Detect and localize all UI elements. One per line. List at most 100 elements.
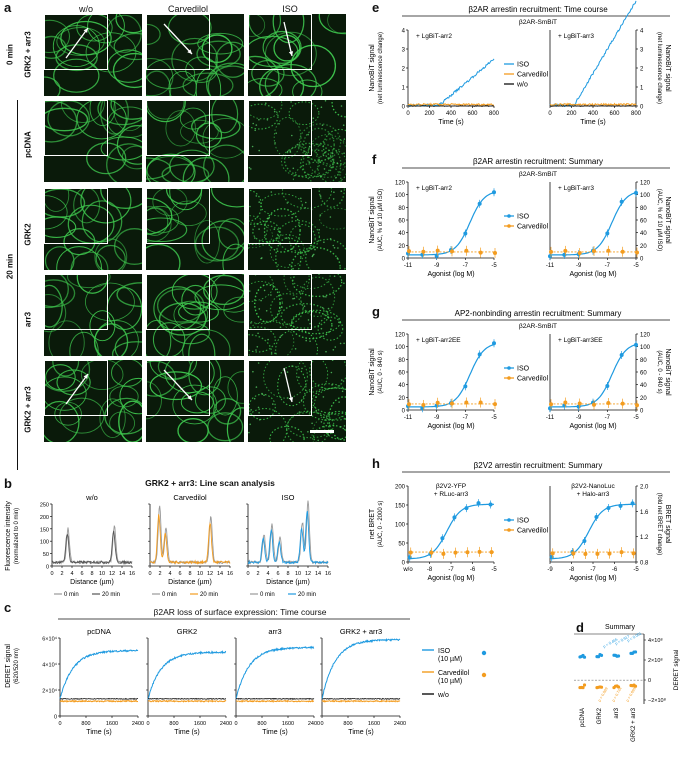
arrow-head xyxy=(288,51,294,56)
cell-membrane xyxy=(302,383,346,421)
svg-e-ylabel: NanoBiT signal xyxy=(369,44,376,92)
x-tick-label: 1600 xyxy=(368,721,380,727)
svg-h-subplot-title-2: + Halo-arr3 xyxy=(577,491,610,498)
y-tick-label: 100 xyxy=(640,193,651,199)
b-subplot-title: Carvedilol xyxy=(173,493,207,502)
cell-membrane xyxy=(226,407,244,442)
vesicle-dot xyxy=(331,360,334,361)
vesicle-dot xyxy=(273,110,276,113)
cell-membrane xyxy=(52,25,100,68)
x-tick-label: -5 xyxy=(633,567,639,573)
svg-h-subplot-title: β2V2-NanoLuc xyxy=(571,483,615,490)
cell-membrane xyxy=(73,188,101,224)
d-category-label: pcDNA xyxy=(580,708,586,727)
cell-membrane xyxy=(207,412,244,442)
svg-g-point-carv xyxy=(620,401,625,406)
svg-f-legend-label: ISO xyxy=(517,214,530,221)
cell-membrane xyxy=(146,205,180,234)
cell-membrane xyxy=(248,55,280,96)
x-tick-label: 800 xyxy=(257,721,266,727)
line-scan-arrow xyxy=(283,21,294,57)
vesicle-dot xyxy=(340,190,343,192)
y-tick-label: 60 xyxy=(398,219,405,225)
cell-membrane xyxy=(85,282,135,321)
vesicle-dot xyxy=(280,334,283,337)
vesicle-dot xyxy=(332,244,335,247)
cell-membrane xyxy=(44,188,70,212)
d-iso-point xyxy=(616,654,621,658)
vesicle-dot xyxy=(318,229,320,231)
cell-membrane xyxy=(290,44,337,88)
cell-membrane xyxy=(146,381,162,420)
svg-h-point-iso xyxy=(606,505,611,510)
zoom-inset-frame xyxy=(146,188,210,244)
cell-membrane xyxy=(311,413,346,442)
cell-membrane xyxy=(269,234,305,268)
cell-membrane xyxy=(302,127,335,162)
col-title-carvedilol: Carvedilol xyxy=(167,4,209,14)
cell-membrane xyxy=(44,216,77,238)
y-tick-label: 1 xyxy=(402,86,406,92)
d-carvedilol-point xyxy=(582,683,587,687)
zoom-inset-frame xyxy=(44,360,108,416)
y-tick-label: 120 xyxy=(395,333,406,339)
x-tick-label: 12 xyxy=(207,571,213,577)
cell-membrane xyxy=(66,274,111,289)
svg-g-title: AP2-nonbinding arrestin recruitment: Sum… xyxy=(455,309,622,318)
c-xlabel: Time (s) xyxy=(86,729,111,736)
vesicle-dot xyxy=(309,340,311,342)
svg-f-point-carv xyxy=(592,248,596,253)
b-legend-1: 20 min xyxy=(298,592,316,598)
c-trace-wo xyxy=(321,697,401,700)
vesicle-dot xyxy=(325,296,327,298)
cell-membrane xyxy=(207,65,244,96)
x-tick-label: 10 xyxy=(197,571,203,577)
y-tick-label: 0 xyxy=(640,409,644,415)
zoom-inset-frame xyxy=(146,14,210,70)
vesicle-dot xyxy=(272,403,274,405)
svg-f-point-carv xyxy=(478,250,483,255)
cell-membrane xyxy=(227,371,244,404)
vesicle-dot xyxy=(253,397,256,400)
vesicle-dot xyxy=(327,307,330,310)
cell-membrane xyxy=(194,386,226,414)
x-tick-label: 800 xyxy=(169,721,178,727)
cell-membrane xyxy=(89,100,116,127)
vesicle-dot xyxy=(303,150,305,152)
c-legend-name: Carvedilol xyxy=(438,670,470,677)
vesicle-dot xyxy=(255,349,257,351)
x-tick-label: 2 xyxy=(60,571,63,577)
zoom-inset-frame xyxy=(248,14,312,70)
y-tick-label: 40 xyxy=(640,383,647,389)
cell-membrane xyxy=(109,385,139,408)
vesicle-dot xyxy=(274,142,276,144)
svg-f-point-iso xyxy=(605,231,610,236)
cell-membrane xyxy=(197,32,244,55)
x-tick-label: 6 xyxy=(276,571,279,577)
y-tick-label: 40 xyxy=(398,231,405,237)
x-tick-label: -5 xyxy=(491,567,497,573)
svg-f-xlabel: Agonist (log M) xyxy=(427,271,474,278)
cell-membrane xyxy=(146,58,196,89)
vesicle-dot xyxy=(343,152,345,154)
vesicle-dot xyxy=(311,422,313,425)
vesicle-dot xyxy=(303,305,306,307)
vesicle-dot xyxy=(336,162,339,164)
y-tick-label: 2 xyxy=(402,67,406,73)
cell-membrane xyxy=(191,113,241,140)
zoom-inset-frame xyxy=(146,360,210,416)
cell-membrane xyxy=(217,218,244,250)
svg-f-ylabel: NanoBiT signal xyxy=(369,196,376,244)
x-tick-label: -9 xyxy=(434,263,440,269)
cell-membrane xyxy=(44,35,67,59)
svg-e-subplot-title: + LgBiT-arr2 xyxy=(416,33,452,40)
b-legend-1: 20 min xyxy=(200,592,218,598)
y-tick-label: 100 xyxy=(640,345,651,351)
vesicle-dot xyxy=(291,248,293,250)
cell-membrane xyxy=(283,142,335,179)
svg-f-point-iso xyxy=(634,190,638,195)
y-tick-label: 20 xyxy=(398,396,405,402)
cell-membrane xyxy=(318,14,346,34)
micrograph-r2-c2 xyxy=(248,188,346,270)
c-subplot-title: GRK2 xyxy=(177,627,197,636)
